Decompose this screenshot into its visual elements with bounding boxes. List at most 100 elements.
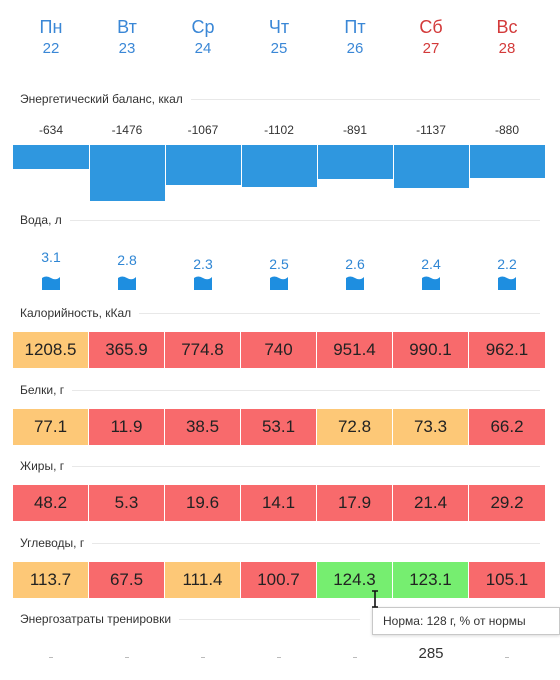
- water-value: 2.6: [345, 256, 365, 272]
- balance-bar: [241, 145, 317, 187]
- empty-dash: [49, 657, 53, 658]
- calories-cell[interactable]: 365.9: [89, 332, 165, 368]
- day-column-6[interactable]: Сб 27: [393, 14, 469, 62]
- balance-column[interactable]: -880: [469, 123, 545, 203]
- proteins-row: 77.1 11.9 38.5 53.1 72.8 73.3 66.2: [13, 409, 545, 445]
- day-date: 22: [42, 40, 60, 57]
- day-column-3[interactable]: Ср 24: [165, 14, 241, 62]
- fats-cell[interactable]: 48.2: [13, 485, 89, 521]
- training-energy-cell[interactable]: [13, 645, 89, 669]
- training-energy-cell[interactable]: [317, 645, 393, 669]
- balance-column[interactable]: -1476: [89, 123, 165, 203]
- day-column-2[interactable]: Вт 23: [89, 14, 165, 62]
- day-column-7[interactable]: Вс 28: [469, 14, 545, 62]
- fats-cell[interactable]: 21.4: [393, 485, 469, 521]
- proteins-cell[interactable]: 72.8: [317, 409, 393, 445]
- calories-cell[interactable]: 1208.5: [13, 332, 89, 368]
- balance-column[interactable]: -1137: [393, 123, 469, 203]
- day-date: 24: [194, 40, 212, 57]
- tooltip-text: Норма: 128 г, % от нормы: [383, 614, 526, 628]
- proteins-cell[interactable]: 73.3: [393, 409, 469, 445]
- day-column-4[interactable]: Чт 25: [241, 14, 317, 62]
- water-column[interactable]: 3.1: [13, 246, 89, 296]
- training-energy-cell[interactable]: [469, 645, 545, 669]
- section-title: Энергозатраты тренировки: [20, 612, 172, 626]
- day-column-1[interactable]: Пн 22: [13, 14, 89, 62]
- carbs-cell[interactable]: 123.1: [393, 562, 469, 598]
- balance-column[interactable]: -891: [317, 123, 393, 203]
- carbs-cell[interactable]: 124.3: [317, 562, 393, 598]
- balance-column[interactable]: -1102: [241, 123, 317, 203]
- water-value: 2.3: [193, 256, 213, 272]
- empty-dash: [353, 657, 357, 658]
- carbs-cell[interactable]: 111.4: [165, 562, 241, 598]
- balance-column[interactable]: -634: [13, 123, 89, 203]
- empty-dash: [125, 657, 129, 658]
- balance-bar: [89, 145, 165, 201]
- training-energy-cell[interactable]: [241, 645, 317, 669]
- divider: [139, 312, 540, 314]
- day-date: 25: [270, 40, 288, 57]
- training-energy-cell[interactable]: 285: [393, 645, 469, 669]
- carbs-cell[interactable]: 105.1: [469, 562, 545, 598]
- day-date: 28: [498, 40, 516, 57]
- proteins-cell[interactable]: 53.1: [241, 409, 317, 445]
- fats-cell[interactable]: 19.6: [165, 485, 241, 521]
- section-fats: Жиры, г: [20, 459, 540, 473]
- day-name: Вт: [117, 17, 137, 37]
- balance-value: -891: [342, 123, 368, 137]
- carbs-row: 113.7 67.5 111.4 100.7 124.3 123.1 105.1: [13, 562, 545, 598]
- section-title: Калорийность, кКал: [20, 306, 132, 320]
- water-value: 2.8: [117, 252, 137, 268]
- text-cursor-icon: [372, 590, 378, 608]
- training-energy-cell[interactable]: [165, 645, 241, 669]
- balance-bar: [393, 145, 469, 188]
- fats-cell[interactable]: 14.1: [241, 485, 317, 521]
- section-title: Вода, л: [20, 213, 62, 227]
- balance-column[interactable]: -1067: [165, 123, 241, 203]
- section-carbs: Углеводы, г: [20, 536, 540, 550]
- water-glass-icon: [118, 276, 136, 290]
- calories-cell[interactable]: 990.1: [393, 332, 469, 368]
- day-column-5[interactable]: Пт 26: [317, 14, 393, 62]
- section-calories: Калорийность, кКал: [20, 306, 540, 320]
- day-name: Пн: [39, 17, 63, 37]
- carbs-cell[interactable]: 67.5: [89, 562, 165, 598]
- day-date: 23: [118, 40, 136, 57]
- divider: [72, 389, 540, 391]
- section-title: Энергетический баланс, ккал: [20, 92, 183, 106]
- water-column[interactable]: 2.4: [393, 246, 469, 296]
- water-column[interactable]: 2.6: [317, 246, 393, 296]
- proteins-cell[interactable]: 11.9: [89, 409, 165, 445]
- calories-cell[interactable]: 740: [241, 332, 317, 368]
- carbs-cell[interactable]: 100.7: [241, 562, 317, 598]
- water-glass-icon: [42, 276, 60, 290]
- section-title: Углеводы, г: [20, 536, 85, 550]
- energy-balance-chart: -634 -1476 -1067 -1102 -891 -1137 -880: [13, 123, 545, 203]
- section-proteins: Белки, г: [20, 383, 540, 397]
- calories-cell[interactable]: 951.4: [317, 332, 393, 368]
- water-value: 2.2: [497, 256, 517, 272]
- water-column[interactable]: 2.5: [241, 246, 317, 296]
- proteins-cell[interactable]: 77.1: [13, 409, 89, 445]
- water-column[interactable]: 2.8: [89, 246, 165, 296]
- water-column[interactable]: 2.3: [165, 246, 241, 296]
- carbs-cell[interactable]: 113.7: [13, 562, 89, 598]
- fats-cell[interactable]: 17.9: [317, 485, 393, 521]
- section-training-energy: Энергозатраты тренировки: [20, 612, 360, 626]
- proteins-cell[interactable]: 66.2: [469, 409, 545, 445]
- fats-cell[interactable]: 5.3: [89, 485, 165, 521]
- training-energy-cell[interactable]: [89, 645, 165, 669]
- divider: [69, 219, 540, 221]
- section-energy-balance: Энергетический баланс, ккал: [20, 92, 540, 106]
- section-title: Жиры, г: [20, 459, 65, 473]
- fats-row: 48.2 5.3 19.6 14.1 17.9 21.4 29.2: [13, 485, 545, 521]
- day-date: 27: [422, 40, 440, 57]
- calories-cell[interactable]: 774.8: [165, 332, 241, 368]
- balance-bar: [469, 145, 545, 178]
- calories-cell[interactable]: 962.1: [469, 332, 545, 368]
- proteins-cell[interactable]: 38.5: [165, 409, 241, 445]
- water-column[interactable]: 2.2: [469, 246, 545, 296]
- fats-cell[interactable]: 29.2: [469, 485, 545, 521]
- training-energy-value: 285: [418, 645, 444, 662]
